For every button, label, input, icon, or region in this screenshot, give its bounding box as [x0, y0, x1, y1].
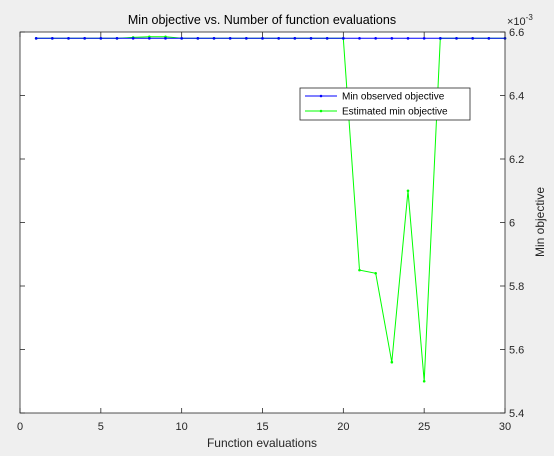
- legend-box: [299, 87, 471, 121]
- point-min-observed: [406, 37, 410, 40]
- y-exponent-power: -3: [526, 13, 534, 22]
- y-tick-label: 6.2: [509, 154, 524, 166]
- x-tick-label: 10: [176, 421, 188, 433]
- point-min-observed: [67, 37, 70, 40]
- x-tick-label: 5: [98, 421, 104, 433]
- point-min-observed: [245, 37, 248, 40]
- x-tick-label: 20: [337, 421, 349, 433]
- point-min-observed: [83, 37, 86, 40]
- point-min-observed: [99, 37, 103, 40]
- legend-marker-estimated: [319, 109, 323, 113]
- tick-layer: 0 5 10 15 20 25 305.4 5.6 5.8 6 6.2 6.4 6.6: [17, 27, 524, 433]
- point-min-observed: [439, 37, 442, 40]
- point-min-observed: [422, 37, 426, 40]
- chart-title: Min objective vs. Number of function eva…: [128, 13, 396, 27]
- x-axis-label: Function evaluations: [207, 436, 317, 450]
- point-min-observed: [390, 37, 394, 40]
- x-tick-label: 15: [256, 421, 268, 433]
- point-min-observed: [342, 37, 345, 40]
- point-min-observed: [148, 37, 151, 40]
- point-estimated: [406, 189, 410, 193]
- point-estimated: [390, 360, 394, 364]
- x-tick-label: 0: [17, 421, 23, 433]
- point-min-observed: [212, 37, 216, 40]
- point-min-observed: [358, 37, 361, 40]
- point-min-observed: [115, 37, 119, 40]
- point-min-observed: [131, 37, 135, 40]
- point-min-observed: [51, 37, 54, 40]
- point-min-observed: [180, 37, 183, 40]
- x-tick-label: 25: [418, 421, 430, 433]
- y-exponent-base: ×10: [507, 16, 526, 28]
- legend-label-estimated: Estimated min objective: [342, 107, 448, 118]
- point-min-observed: [293, 37, 297, 40]
- point-min-observed: [309, 37, 313, 40]
- y-tick-label: 5.6: [509, 345, 524, 357]
- point-min-observed: [196, 37, 200, 40]
- series-layer: [34, 35, 507, 383]
- point-min-observed: [455, 37, 458, 40]
- point-min-observed: [261, 37, 264, 40]
- y-tick-label: 6: [509, 218, 515, 230]
- legend-label-min-observed: Min observed objective: [342, 92, 445, 103]
- y-tick-label: 5.4: [509, 408, 524, 420]
- y-axis-label: Min objective: [533, 187, 547, 257]
- point-estimated: [422, 379, 426, 383]
- y-tick-label: 6.4: [509, 91, 524, 103]
- point-estimated: [358, 268, 361, 272]
- y-exponent-label: ×10-3: [507, 13, 533, 28]
- point-min-observed: [277, 37, 280, 40]
- legend-marker-min-observed: [319, 94, 323, 98]
- point-min-observed: [228, 37, 232, 40]
- point-min-observed: [374, 37, 377, 40]
- point-min-observed: [325, 37, 329, 40]
- x-tick-label: 30: [499, 421, 511, 433]
- y-tick-label: 5.8: [509, 281, 524, 293]
- point-min-observed: [487, 37, 491, 40]
- point-min-observed: [34, 37, 38, 40]
- legend: Min observed objective Estimated min obj…: [299, 87, 471, 121]
- point-min-observed: [471, 37, 474, 40]
- y-tick-label: 6.6: [509, 27, 524, 39]
- point-estimated: [374, 272, 377, 275]
- point-min-observed: [164, 37, 167, 40]
